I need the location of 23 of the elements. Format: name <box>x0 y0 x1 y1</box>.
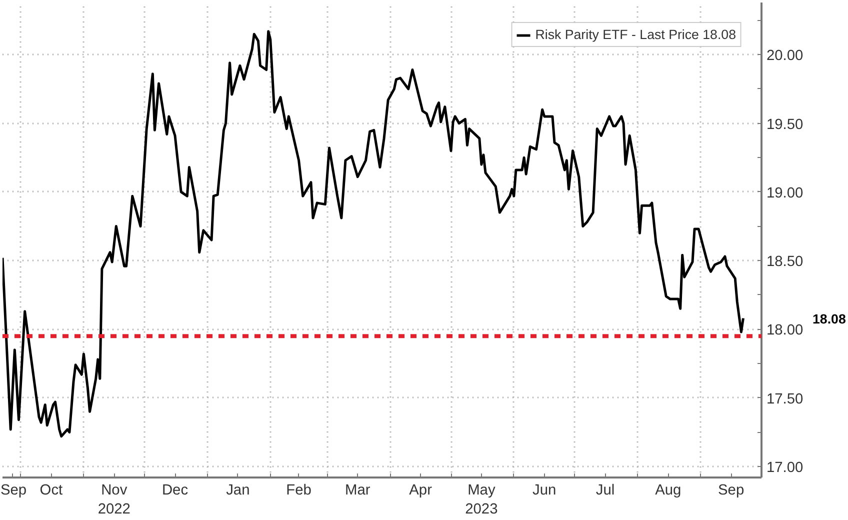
x-tick-label: Jun <box>532 482 556 498</box>
line-series <box>2 30 744 438</box>
legend-label: Risk Parity ETF - Last Price 18.08 <box>535 27 736 42</box>
x-tick-label: Jan <box>226 482 250 498</box>
y-tick-label: 17.50 <box>766 391 804 408</box>
x-tick-label: Feb <box>286 482 312 498</box>
text: 18.08 <box>812 311 846 326</box>
y-tick-label: 18.50 <box>766 254 804 270</box>
x-tick-label: Mar <box>345 482 370 498</box>
y-tick-label: 18.00 <box>766 322 804 339</box>
x-tick-label: Nov 2022 <box>98 482 130 518</box>
x-tick-label: Jul <box>596 482 615 498</box>
x-tick-label: Oct <box>40 482 63 498</box>
x-tick-label: Aug <box>655 482 682 498</box>
x-tick-label: Dec <box>162 482 188 498</box>
x-tick-label: Sep <box>0 482 27 498</box>
y-tick-label: 19.50 <box>766 116 804 133</box>
y-tick-label: 17.00 <box>766 460 804 476</box>
y-tick-label: 20.00 <box>766 48 804 64</box>
y-tick-label: 19.00 <box>766 185 804 202</box>
x-tick-label: Sep <box>718 482 744 498</box>
x-tick-label: May 2023 <box>465 482 498 518</box>
x-tick-label: Apr <box>409 482 432 498</box>
